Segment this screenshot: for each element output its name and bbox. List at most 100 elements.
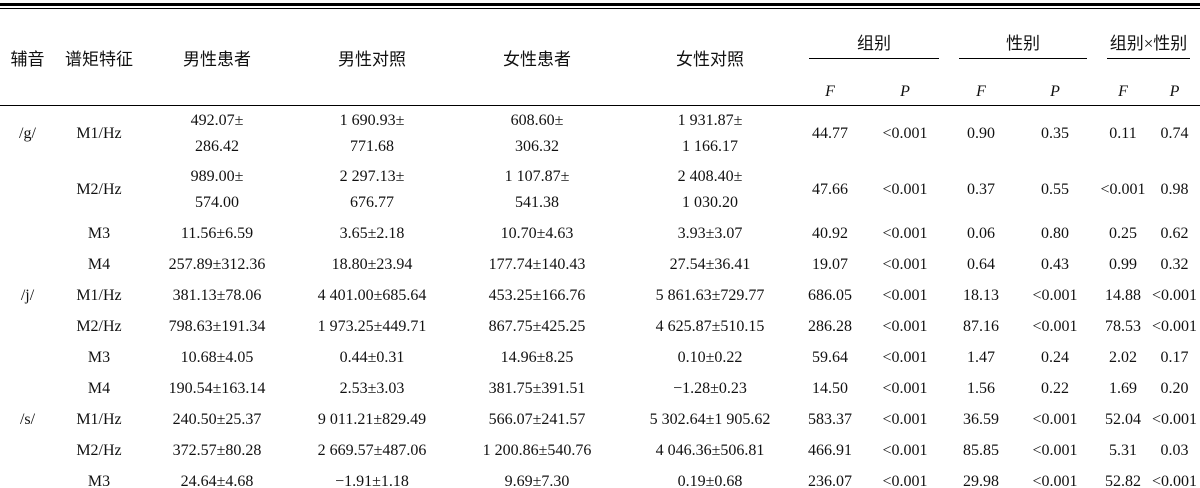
value-cell: 566.07±241.57	[488, 410, 586, 428]
feature-cell: M2/Hz	[76, 181, 122, 198]
value-cell: 0.44±0.31	[339, 348, 405, 366]
value-cell: 18.13	[963, 286, 999, 304]
value-cell: <0.001	[882, 125, 928, 142]
spanner-group: 组别	[799, 9, 949, 79]
value-cell: <0.001	[882, 286, 928, 304]
value-cell: 686.05	[808, 286, 852, 304]
value-cell: 583.37	[808, 410, 852, 428]
value-cell: <0.001	[1032, 410, 1078, 428]
subheader-interaction-f: F	[1097, 79, 1149, 106]
feature-cell: M2/Hz	[76, 317, 122, 335]
subheader-group-p: P	[861, 79, 949, 106]
feature-cell: M3	[87, 348, 111, 366]
table-header: 辅音 谱矩特征 男性患者 男性对照 女性患者 女性对照 组别 性别 组别×性别 …	[0, 9, 1200, 106]
value-cell: 3.65±2.18	[339, 224, 405, 242]
value-cell: 381.13±78.06	[172, 286, 262, 304]
value-cell: 10.70±4.63	[500, 224, 574, 242]
value-cell: 4 625.87±510.15	[655, 317, 765, 335]
value-cell: 0.35	[1041, 125, 1069, 142]
value-cell: 286.28	[808, 317, 852, 335]
value-cell: 14.96±8.25	[500, 348, 574, 366]
value-cell: <0.001	[882, 224, 928, 242]
value-cell: 0.90	[967, 125, 995, 142]
value-cell: 14.88	[1105, 286, 1141, 304]
value-cell: 2 408.40± 1 030.20	[677, 168, 743, 211]
consonant-cell: /j/	[20, 286, 35, 304]
value-cell: <0.001	[882, 441, 928, 459]
value-cell: 9 011.21±829.49	[317, 410, 427, 428]
value-cell: 1 200.86±540.76	[482, 441, 592, 459]
feature-cell: M3	[87, 224, 111, 242]
value-cell: 1 690.93± 771.68	[339, 112, 405, 155]
table-row: /s/M1/Hz 240.50±25.37 9 011.21±829.49 566.0…	[0, 404, 1200, 435]
value-cell: 1.47	[967, 348, 995, 366]
spanner-group-label: 组别	[809, 29, 939, 59]
table-top-rule-thin	[0, 8, 1200, 9]
value-cell: 47.66	[812, 181, 848, 198]
table-row: M2/Hz 372.57±80.28 2 669.57±487.06 1 200.86…	[0, 435, 1200, 466]
value-cell: 0.11	[1109, 125, 1137, 142]
subheader-interaction-p: P	[1149, 79, 1200, 106]
value-cell: <0.001	[1032, 317, 1078, 335]
value-cell: 4 401.00±685.64	[317, 286, 427, 304]
value-cell: 24.64±4.68	[180, 472, 254, 488]
value-cell: 2 297.13± 676.77	[339, 168, 405, 211]
value-cell: <0.001	[1151, 286, 1198, 304]
value-cell: −1.91±1.18	[335, 472, 409, 488]
feature-cell: M4	[87, 379, 111, 397]
value-cell: <0.001	[882, 181, 928, 198]
value-cell: <0.001	[1151, 410, 1198, 428]
subheader-sex-p: P	[1013, 79, 1097, 106]
table-body: /g/M1/Hz 492.07± 286.42 1 690.93± 771.68 60…	[0, 106, 1200, 488]
value-cell: 867.75±425.25	[488, 317, 586, 335]
value-cell: 0.55	[1041, 181, 1069, 198]
value-cell: 0.19±0.68	[677, 472, 743, 488]
table-row: M4 190.54±163.14 2.53±3.03 381.75±391.51 −1.…	[0, 373, 1200, 404]
spanner-sex: 性别	[949, 9, 1097, 79]
value-cell: 0.62	[1160, 224, 1189, 242]
table-row: /g/M1/Hz 492.07± 286.42 1 690.93± 771.68 60…	[0, 106, 1200, 163]
header-row-sub: F P F P F P	[0, 79, 1200, 106]
value-cell: 85.85	[963, 441, 999, 459]
value-cell: 492.07± 286.42	[190, 112, 244, 155]
value-cell: 18.80±23.94	[331, 255, 413, 273]
value-cell: 0.10±0.22	[677, 348, 743, 366]
value-cell: 2.02	[1109, 348, 1137, 366]
value-cell: <0.001	[882, 255, 928, 273]
value-cell: 0.98	[1160, 181, 1189, 198]
consonant-cell	[0, 466, 55, 488]
value-cell: <0.001	[1032, 472, 1078, 488]
table-row: M2/Hz 798.63±191.34 1 973.25±449.71 867.75±…	[0, 311, 1200, 342]
value-cell: 0.64	[967, 255, 995, 273]
value-cell: 87.16	[963, 317, 999, 335]
value-cell: 2 669.57±487.06	[317, 441, 427, 459]
value-cell: −1.28±0.23	[673, 379, 747, 397]
table-row: M3 24.64±4.68 −1.91±1.18 9.69±7.30 0.19±0.68…	[0, 466, 1200, 488]
value-cell: 0.22	[1041, 379, 1069, 397]
value-cell: 29.98	[963, 472, 999, 488]
value-cell: <0.001	[1032, 441, 1078, 459]
value-cell: 177.74±140.43	[488, 255, 586, 273]
value-cell: 0.03	[1160, 441, 1189, 459]
value-cell: 0.06	[967, 224, 995, 242]
consonant-cell	[0, 373, 55, 404]
value-cell: 372.57±80.28	[172, 441, 262, 459]
value-cell: <0.001	[1032, 286, 1078, 304]
consonant-cell	[0, 342, 55, 373]
feature-cell: M3	[87, 472, 111, 488]
subheader-group-f: F	[799, 79, 861, 106]
value-cell: 59.64	[812, 348, 848, 366]
consonant-cell: /s/	[19, 410, 36, 428]
value-cell: 0.32	[1160, 255, 1189, 273]
value-cell: 52.04	[1105, 410, 1141, 428]
value-cell: 1 973.25±449.71	[317, 317, 427, 335]
value-cell: 1.69	[1109, 379, 1137, 397]
value-cell: 27.54±36.41	[669, 255, 751, 273]
value-cell: 0.80	[1041, 224, 1069, 242]
feature-cell: M1/Hz	[76, 125, 122, 142]
value-cell: <0.001	[882, 379, 928, 397]
feature-cell: M1/Hz	[76, 410, 122, 428]
table-row: M3 10.68±4.05 0.44±0.31 14.96±8.25 0.10±0.22…	[0, 342, 1200, 373]
col-header-consonant: 辅音	[0, 9, 55, 106]
